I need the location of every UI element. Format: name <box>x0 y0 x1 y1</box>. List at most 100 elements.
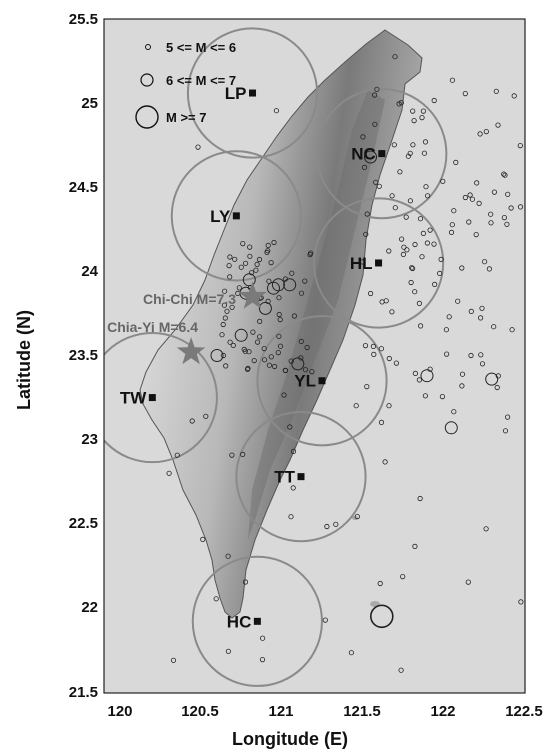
quake-marker <box>488 220 494 226</box>
quake-marker <box>230 342 236 348</box>
quake-marker <box>377 580 383 587</box>
station-label-lp: LP <box>225 84 247 103</box>
taiwan-island <box>139 29 423 619</box>
x-tick-label: 122 <box>430 703 455 720</box>
quake-marker <box>362 342 369 349</box>
quake-marker-medium <box>364 150 377 164</box>
quake-marker <box>451 409 457 415</box>
y-tick-label: 23.5 <box>69 347 98 364</box>
quake-marker <box>265 298 271 304</box>
mainshock-star <box>176 337 206 365</box>
quake-marker <box>277 343 284 349</box>
quake-marker <box>473 232 479 238</box>
quake-marker <box>412 543 418 550</box>
quake-marker <box>446 314 452 320</box>
quake-marker <box>518 599 524 605</box>
y-axis: 25.5 25 24.5 24 23.5 23 22.5 22 21.5 <box>69 11 99 701</box>
quake-marker <box>277 316 283 323</box>
quake-marker <box>412 289 418 295</box>
quake-marker-medium <box>258 301 272 315</box>
quake-marker <box>254 261 260 267</box>
quake-marker <box>364 211 370 217</box>
quake-marker <box>517 143 523 149</box>
quake-marker <box>245 365 251 371</box>
quake-marker <box>276 295 282 301</box>
quake-marker <box>476 200 482 206</box>
quake-marker <box>431 97 437 104</box>
quake-marker <box>479 361 486 367</box>
quake-marker <box>417 495 423 502</box>
quake-marker <box>259 635 266 641</box>
quake-marker <box>398 236 405 242</box>
quake-marker <box>437 270 443 276</box>
quake-marker <box>251 357 257 364</box>
quake-marker <box>502 172 508 178</box>
quake-marker <box>403 214 409 220</box>
quake-marker <box>393 360 399 366</box>
quake-marker <box>243 260 249 266</box>
quake-marker <box>219 332 225 338</box>
quake-marker <box>304 344 310 351</box>
quake-marker <box>511 93 517 99</box>
quake-marker <box>421 150 427 156</box>
quake-marker <box>449 77 455 83</box>
x-tick-label: 120.5 <box>181 703 219 720</box>
quake-marker-medium <box>283 278 297 292</box>
legend: 5 <= M <= 6 6 <= M <= 7 M >= 7 <box>135 40 236 129</box>
quake-marker <box>409 265 416 272</box>
station-label-ly: LY <box>210 207 231 226</box>
quake-marker <box>427 227 433 233</box>
station-label-tt: TT <box>274 468 295 487</box>
quake-marker <box>226 262 232 269</box>
quake-marker <box>392 54 398 60</box>
quake-marker <box>363 231 369 237</box>
quake-marker <box>268 354 274 360</box>
quake-marker-medium <box>485 372 499 386</box>
quake-marker-medium <box>234 328 248 342</box>
quake-marker <box>265 242 271 248</box>
y-tick-label: 22 <box>81 599 98 616</box>
quake-marker <box>443 327 449 333</box>
quake-marker <box>410 142 416 148</box>
quake-marker <box>282 367 288 373</box>
quake-marker <box>247 253 253 259</box>
quake-marker <box>170 657 177 663</box>
quake-marker <box>256 334 263 340</box>
y-tick-label: 25.5 <box>69 11 98 28</box>
station-marker-tw <box>148 394 156 402</box>
quake-marker <box>238 264 244 270</box>
quake-marker <box>265 248 271 254</box>
quake-marker <box>227 274 233 280</box>
quake-marker <box>271 363 278 370</box>
legend-symbol-large <box>135 105 159 129</box>
coverage-circle-hl <box>312 197 445 329</box>
central-ridge <box>248 90 385 540</box>
legend-symbol-medium <box>140 73 154 87</box>
station-marker-hc <box>253 617 261 625</box>
coverage-circles <box>104 27 448 687</box>
quake-marker <box>290 448 297 454</box>
legend-symbol-small <box>145 44 151 50</box>
quake-marker <box>427 366 433 372</box>
quake-marker <box>483 526 489 532</box>
legend-label-small: 5 <= M <= 6 <box>166 40 236 55</box>
quake-marker <box>419 254 425 260</box>
quake-marker <box>494 384 500 391</box>
quake-marker <box>398 667 404 673</box>
quake-marker <box>386 248 392 254</box>
quake-marker <box>495 373 501 379</box>
quake-marker <box>276 333 282 339</box>
quake-marker <box>203 413 209 419</box>
quake-marker <box>259 656 266 663</box>
y-tick-label: 22.5 <box>69 515 98 532</box>
quake-marker <box>247 244 253 250</box>
quake-marker <box>273 108 279 114</box>
quake-marker <box>288 358 294 364</box>
quake-marker <box>479 305 485 311</box>
quake-marker <box>189 418 195 424</box>
mainshocks: Chi-Chi M=7.3 Chia-Yi M=6.4 <box>107 281 267 365</box>
coverage-circle-tw <box>104 331 218 464</box>
mainshock-star <box>238 281 267 309</box>
quake-marker <box>468 352 474 359</box>
quake-marker <box>401 244 407 250</box>
